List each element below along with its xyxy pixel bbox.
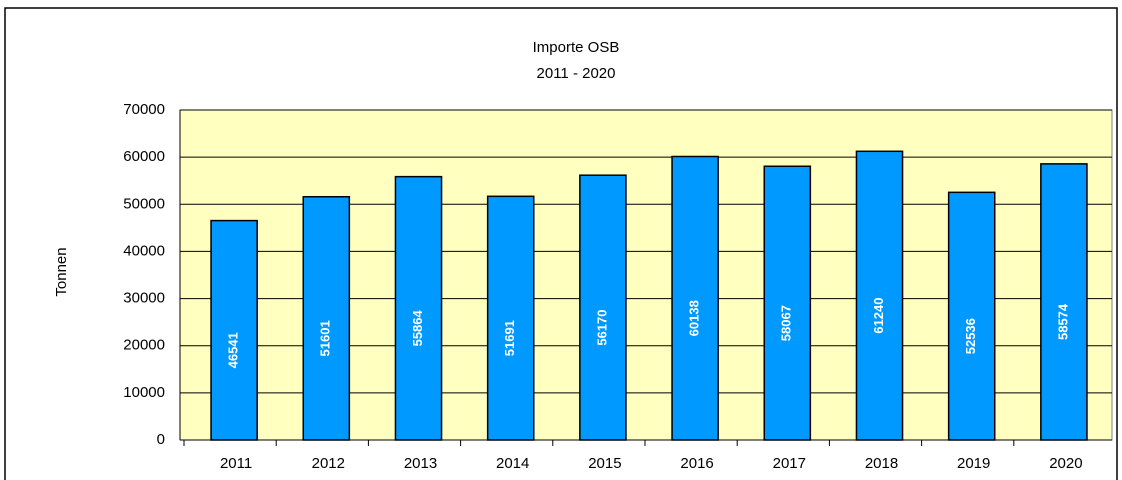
y-tick-label: 40000 bbox=[123, 242, 165, 259]
x-tick-label: 2011 bbox=[220, 455, 252, 472]
x-tick-label: 2014 bbox=[496, 455, 529, 472]
bar bbox=[210, 219, 258, 441]
x-tick-label: 2018 bbox=[865, 455, 898, 472]
bar bbox=[671, 155, 719, 441]
y-tick-label: 60000 bbox=[123, 148, 165, 165]
chart-title: Importe OSB bbox=[533, 39, 620, 56]
bar bbox=[394, 175, 443, 441]
value-label: 61240 bbox=[871, 298, 886, 334]
value-label: 58067 bbox=[779, 305, 794, 341]
value-label: 51601 bbox=[318, 320, 333, 356]
y-tick-label: 50000 bbox=[123, 195, 165, 212]
bar bbox=[855, 150, 904, 441]
x-tick-label: 2012 bbox=[312, 455, 345, 472]
value-label: 51691 bbox=[502, 320, 517, 356]
value-label: 56170 bbox=[594, 310, 609, 346]
chart-subtitle: 2011 - 2020 bbox=[537, 65, 616, 82]
x-tick-label: 2013 bbox=[404, 455, 437, 472]
value-label: 55864 bbox=[410, 309, 425, 346]
bar bbox=[579, 174, 627, 441]
y-tick-label: 70000 bbox=[123, 101, 165, 118]
x-tick-label: 2017 bbox=[773, 455, 806, 472]
bar bbox=[947, 191, 996, 441]
y-tick-label: 20000 bbox=[123, 337, 165, 354]
bar bbox=[302, 195, 351, 441]
bar bbox=[763, 165, 812, 441]
x-tick-label: 2019 bbox=[957, 455, 990, 472]
x-tick-label: 2016 bbox=[680, 455, 713, 472]
bar bbox=[1040, 163, 1088, 441]
value-label: 60138 bbox=[687, 300, 702, 336]
y-axis-label: Tonnen bbox=[53, 247, 70, 296]
bar bbox=[486, 195, 535, 441]
y-tick-label: 30000 bbox=[123, 290, 165, 307]
value-label: 52536 bbox=[963, 318, 978, 354]
value-label: 46541 bbox=[226, 332, 241, 368]
value-label: 58574 bbox=[1055, 303, 1070, 340]
x-tick-label: 2020 bbox=[1049, 455, 1082, 472]
x-tick-label: 2015 bbox=[588, 455, 621, 472]
y-tick-label: 0 bbox=[157, 431, 165, 448]
y-tick-label: 10000 bbox=[123, 384, 165, 401]
